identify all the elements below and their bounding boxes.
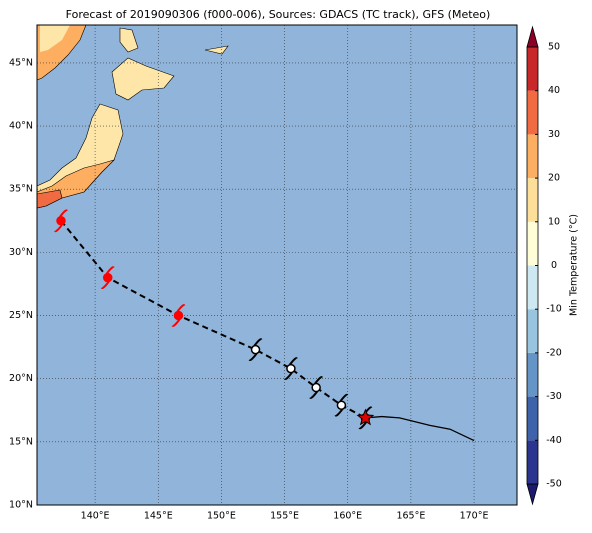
storm-eye bbox=[250, 344, 261, 355]
forecast-track bbox=[365, 415, 475, 442]
colorbar-segment bbox=[527, 134, 538, 179]
storm-symbol bbox=[284, 357, 298, 380]
storm-eye bbox=[102, 272, 113, 283]
colorbar-tick-label: -10 bbox=[546, 304, 562, 315]
storm-symbol bbox=[248, 338, 263, 362]
colorbar-tick-label: -30 bbox=[546, 391, 562, 402]
colorbar-segment bbox=[527, 396, 538, 441]
x-tick-label: 165°E bbox=[396, 511, 425, 522]
x-tick-label: 160°E bbox=[333, 511, 362, 522]
colorbar-tick-label: 50 bbox=[548, 42, 560, 53]
storm-swirl bbox=[334, 393, 349, 417]
x-tick-label: 155°E bbox=[270, 511, 299, 522]
title: Forecast of 2019090306 (f000-006), Sourc… bbox=[66, 8, 491, 21]
y-tick-label: 15°N bbox=[9, 436, 33, 447]
colorbar-segment bbox=[527, 440, 538, 484]
colorbar-tick-label: 30 bbox=[548, 129, 560, 140]
colorbar-over bbox=[526, 25, 539, 48]
colorbar-label: Min Temperature (°C) bbox=[569, 214, 580, 316]
x-tick-label: 145°E bbox=[144, 511, 173, 522]
y-tick-label: 20°N bbox=[9, 373, 33, 384]
y-tick-label: 30°N bbox=[9, 247, 33, 258]
current-position bbox=[356, 408, 375, 426]
storm-swirl bbox=[100, 266, 115, 290]
storm-symbol bbox=[54, 209, 68, 233]
ocean bbox=[37, 25, 517, 505]
storm-eye bbox=[173, 310, 184, 321]
y-tick-label: 35°N bbox=[9, 184, 33, 195]
storm-swirl bbox=[309, 376, 324, 399]
grid bbox=[37, 25, 517, 506]
y-tick-label: 45°N bbox=[9, 57, 33, 68]
colorbar-under bbox=[526, 483, 539, 506]
track bbox=[54, 209, 475, 442]
map-frame bbox=[36, 24, 518, 506]
colorbar-segment bbox=[527, 265, 538, 310]
colorbar-tick-label: 10 bbox=[548, 216, 560, 227]
colorbar-segment bbox=[527, 309, 538, 353]
colorbar-segment bbox=[527, 221, 538, 266]
storm-eye bbox=[56, 216, 66, 226]
y-tick-label: 40°N bbox=[9, 121, 33, 132]
colorbar-tick-label: 0 bbox=[551, 260, 557, 271]
storm-symbol bbox=[334, 393, 349, 417]
y-tick-label: 25°N bbox=[9, 310, 33, 321]
x-tick-label: 170°E bbox=[460, 511, 489, 522]
storm-swirl bbox=[171, 304, 186, 327]
storm-eye bbox=[286, 363, 296, 374]
colorbar-segment bbox=[527, 90, 538, 135]
colorbar-tick-label: -50 bbox=[546, 479, 562, 490]
colorbar-tick-label: 40 bbox=[548, 85, 560, 96]
storm-symbol bbox=[100, 266, 115, 290]
colorbar-segment bbox=[527, 178, 538, 222]
storm-swirl bbox=[284, 357, 298, 380]
storm-eye bbox=[336, 400, 347, 410]
colorbar-tick-label: -40 bbox=[546, 435, 562, 446]
x-tick-label: 140°E bbox=[81, 511, 110, 522]
storm-symbol bbox=[309, 376, 324, 399]
x-tick-label: 150°E bbox=[207, 511, 236, 522]
colorbar-tick-label: -20 bbox=[546, 347, 562, 358]
storm-symbol bbox=[171, 304, 186, 327]
colorbar-tick-label: 20 bbox=[548, 173, 560, 184]
past-track bbox=[60, 220, 366, 419]
land bbox=[36, 24, 229, 209]
colorbar-segment bbox=[527, 352, 538, 397]
colorbar-segment bbox=[527, 47, 538, 91]
y-tick-label: 10°N bbox=[9, 500, 33, 511]
storm-swirl bbox=[54, 209, 68, 233]
storm-eye bbox=[311, 382, 321, 393]
storm-swirl bbox=[248, 338, 263, 362]
